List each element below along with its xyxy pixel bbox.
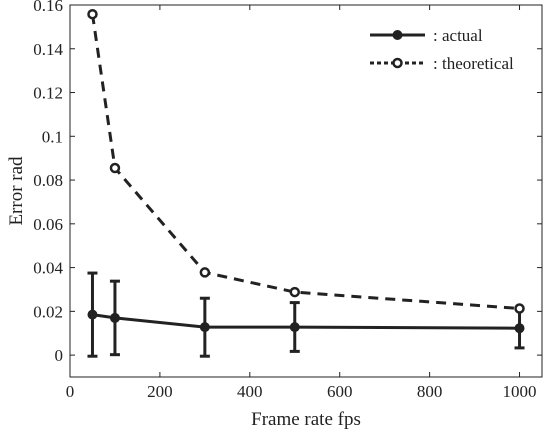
y-tick-label: 0.12 bbox=[33, 84, 63, 103]
data-point bbox=[199, 322, 210, 333]
data-point bbox=[514, 303, 525, 314]
y-tick-label: 0.08 bbox=[33, 171, 63, 190]
data-point bbox=[289, 286, 301, 298]
data-point bbox=[289, 322, 300, 333]
legend-marker bbox=[392, 57, 403, 69]
y-tick-label: 0.04 bbox=[33, 259, 63, 278]
legend-label: : theoretical bbox=[433, 54, 514, 73]
x-tick-label: 400 bbox=[237, 382, 263, 401]
data-point bbox=[87, 8, 98, 20]
tick-marks bbox=[69, 4, 542, 377]
data-point bbox=[109, 312, 120, 323]
y-tick-label: 0.02 bbox=[33, 302, 63, 321]
x-tick-label: 1000 bbox=[503, 382, 537, 401]
x-tick-label: 800 bbox=[417, 382, 443, 401]
data-point bbox=[514, 323, 525, 334]
y-tick-label: 0.16 bbox=[33, 0, 63, 15]
data-point bbox=[109, 162, 121, 174]
y-tick-label: 0.06 bbox=[33, 215, 63, 234]
tick-labels: 0 200 400 600 800 1000 0 0.02 0.04 0.06 0.08 0.1 0.1… bbox=[33, 0, 536, 401]
data-point bbox=[199, 267, 211, 278]
legend-marker bbox=[392, 30, 403, 40]
x-tick-label: 0 bbox=[66, 382, 75, 401]
legend: : actual : theoretical bbox=[370, 26, 514, 73]
data-point bbox=[87, 309, 98, 320]
y-tick-label: 0.14 bbox=[33, 40, 63, 59]
legend-label: : actual bbox=[433, 26, 483, 45]
x-axis-label: Frame rate fps bbox=[251, 409, 361, 430]
y-axis-label: Error rad bbox=[6, 156, 27, 226]
plot-area-frame bbox=[69, 4, 543, 378]
y-tick-label: 0 bbox=[55, 346, 64, 365]
x-tick-label: 200 bbox=[147, 382, 173, 401]
y-tick-label: 0.1 bbox=[42, 127, 63, 146]
x-tick-label: 600 bbox=[327, 382, 353, 401]
data-series bbox=[87, 8, 525, 358]
